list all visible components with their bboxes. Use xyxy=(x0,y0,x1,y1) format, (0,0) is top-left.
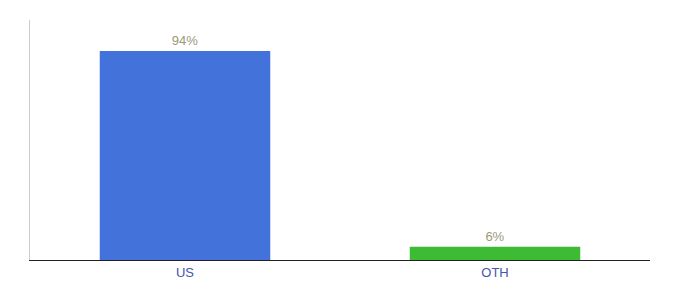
svg-text:94%: 94% xyxy=(172,33,198,48)
svg-text:OTH: OTH xyxy=(481,265,508,280)
svg-text:US: US xyxy=(176,265,194,280)
svg-text:6%: 6% xyxy=(485,229,504,244)
